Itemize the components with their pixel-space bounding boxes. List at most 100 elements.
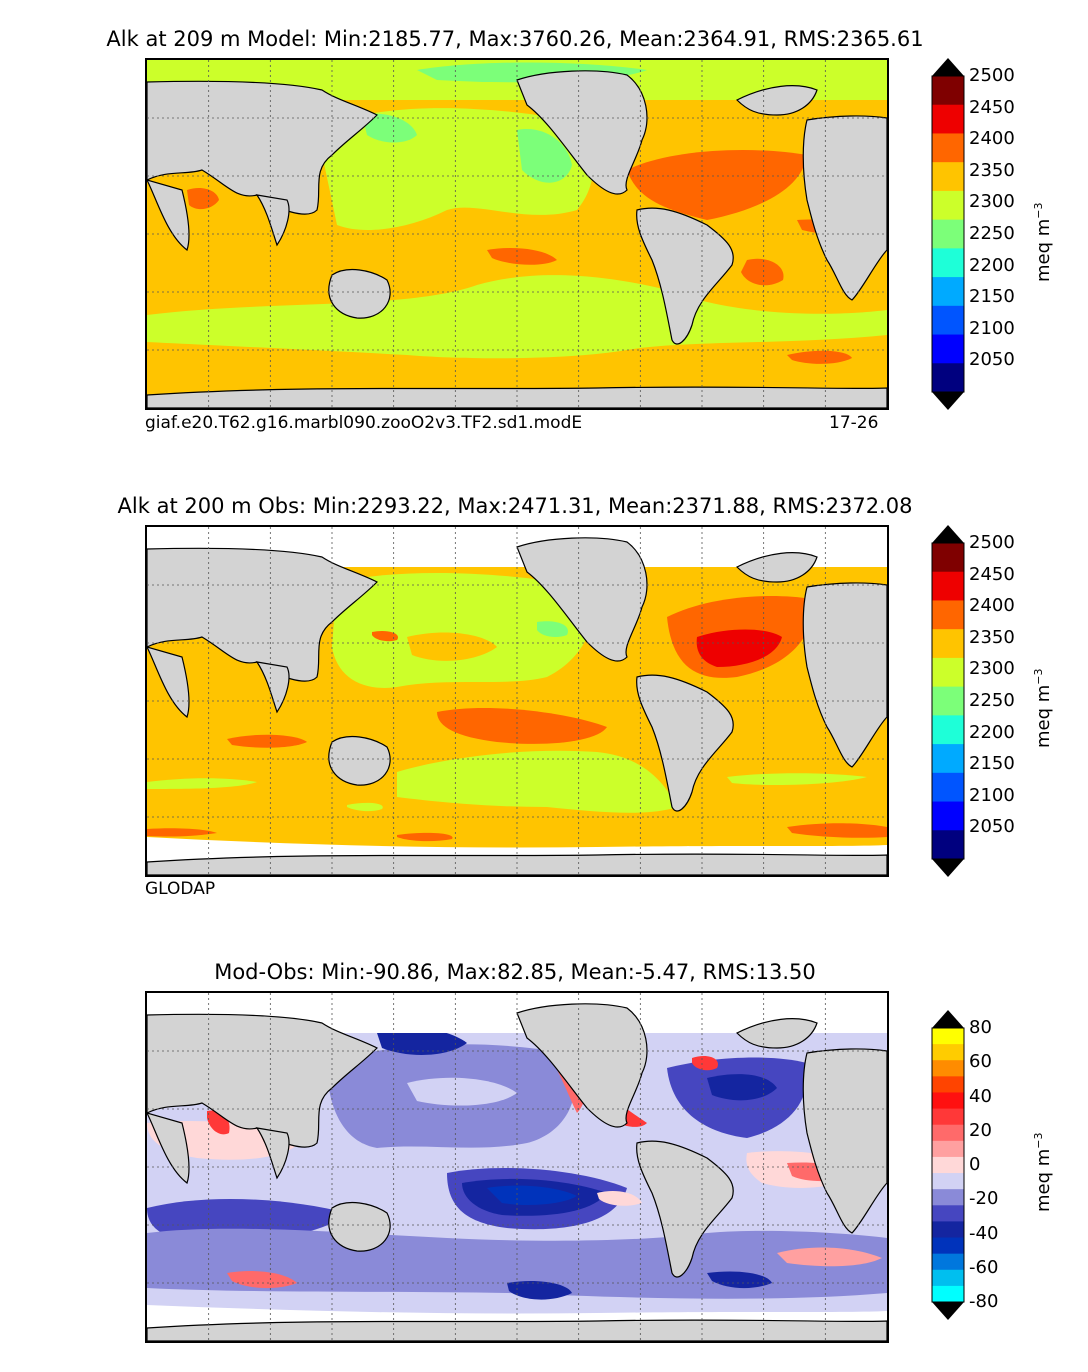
colorbar-swatch [932, 1156, 964, 1174]
colorbar-tick-label: 2350 [969, 159, 1015, 181]
colorbar-tick-label: 2150 [969, 753, 1015, 775]
colorbar-tick-label: 2250 [969, 690, 1015, 711]
colorbar-extend-min [932, 859, 964, 877]
colorbar-tick-label: 2500 [969, 65, 1015, 86]
africa-europe [802, 582, 887, 768]
india [255, 661, 290, 714]
panel1-map [145, 58, 889, 410]
colorbar-tick-label: -40 [969, 1222, 999, 1244]
colorbar-swatch [932, 1140, 964, 1158]
field-contour-2400 [741, 258, 784, 286]
india [255, 194, 290, 247]
colorbar-tick-label: -80 [969, 1291, 999, 1312]
colorbar-tick-label: 2050 [969, 816, 1015, 838]
colorbar-swatch [932, 363, 964, 393]
australia [328, 735, 391, 786]
colorbar-swatch [932, 1108, 964, 1126]
field-contour-2300 [332, 572, 593, 688]
colorbar-swatch [932, 744, 964, 774]
land-mask [147, 70, 887, 408]
panel1-colorbar-swatches [931, 58, 965, 410]
south-america [636, 674, 734, 812]
greenland [735, 85, 818, 116]
colorbar-swatch [932, 190, 964, 221]
panel2-map-plot [147, 527, 887, 875]
antarctica [147, 853, 887, 875]
map-gridlines [147, 60, 887, 408]
panel1-caption-left: giaf.e20.T62.g16.marbl090.zooO2v3.TF2.sd… [145, 413, 583, 433]
colorbar-tick-label: 2450 [969, 96, 1015, 118]
africa-east [147, 646, 190, 718]
australia [328, 268, 391, 319]
greenland [735, 1018, 818, 1049]
africa-east [147, 179, 190, 251]
panel1-caption-right: 17-26 [829, 413, 879, 433]
colorbar-tick-label: 2300 [969, 191, 1015, 213]
greenland [735, 552, 818, 583]
field-contour-pos30 [692, 1056, 718, 1071]
colorbar-tick-label: 2100 [969, 784, 1015, 806]
panel3-colorbar [931, 1010, 965, 1320]
colorbar-swatch [932, 1124, 964, 1142]
colorbar-tick-label: 2500 [969, 532, 1015, 553]
eurasia-west [147, 1013, 379, 1148]
field-contour-2350 [407, 632, 497, 661]
field-contour-2400 [787, 823, 887, 838]
field-contour-2400 [437, 707, 607, 744]
colorbar-label-exponent: −3 [1032, 202, 1045, 219]
field-contour-2300 [347, 802, 383, 812]
map-gridlines [147, 993, 887, 1341]
colorbar-swatch [932, 248, 964, 278]
colorbar-tick-label: 60 [969, 1051, 992, 1073]
colorbar-extend-min [932, 392, 964, 410]
colorbar-swatch [932, 830, 964, 860]
field-contour-neg40 [377, 1027, 467, 1055]
africa-east [147, 1112, 190, 1184]
land-mask [147, 537, 887, 875]
panel2-caption-left: GLODAP [145, 879, 216, 899]
colorbar-swatch [932, 277, 964, 307]
panel2-colorbar [931, 525, 965, 877]
north-america [516, 1003, 648, 1128]
colorbar-swatch [932, 1221, 964, 1239]
colorbar-swatch [932, 76, 964, 106]
colorbar-swatch [932, 686, 964, 716]
africa-europe [802, 1048, 887, 1234]
field-contour-2250 [517, 129, 572, 183]
panel3-map-plot [147, 993, 887, 1341]
colorbar-label-text: meq m [1033, 218, 1054, 282]
colorbar-frame [931, 1027, 965, 1303]
field-contour-2250 [537, 621, 568, 638]
panel3-colorbar-swatches [931, 1010, 965, 1320]
colorbar-swatch [932, 629, 964, 659]
colorbar-swatch [932, 543, 964, 573]
colorbar-tick-label: 2250 [969, 223, 1015, 244]
colorbar-extend-max [932, 1010, 964, 1028]
field-contour-neg40 [507, 1281, 572, 1300]
colorbar-swatch [932, 1189, 964, 1206]
panel1-colorbar [931, 58, 965, 410]
field-contour-2450 [696, 629, 782, 667]
colorbar-tick-label: 2400 [969, 128, 1015, 150]
colorbar-swatch [932, 657, 964, 688]
field-contour-2400 [627, 150, 807, 220]
field-contour-2400 [372, 630, 398, 642]
colorbar-swatch [932, 334, 964, 364]
colorbar-swatch [932, 1173, 964, 1190]
field-contour-2400 [147, 828, 217, 837]
colorbar-tick-label: 2450 [969, 563, 1015, 585]
panel2-colorbar-label: meq m−3 [1032, 668, 1054, 748]
antarctica [147, 1319, 887, 1341]
colorbar-swatch [932, 1092, 964, 1110]
field-contour-pos20 [227, 1271, 297, 1289]
field-contour-neg10 [407, 1077, 517, 1106]
colorbar-frame [931, 75, 965, 393]
colorbar-frame [931, 542, 965, 860]
colorbar-tick-label: -60 [969, 1256, 999, 1278]
panel1-map-plot [147, 60, 887, 408]
colorbar-label-text: meq m [1033, 1148, 1054, 1212]
field-contour-2400 [187, 188, 219, 210]
colorbar-swatch [932, 1269, 964, 1287]
field-contour-pos0 [597, 1191, 642, 1206]
colorbar-tick-label: 2150 [969, 286, 1015, 308]
